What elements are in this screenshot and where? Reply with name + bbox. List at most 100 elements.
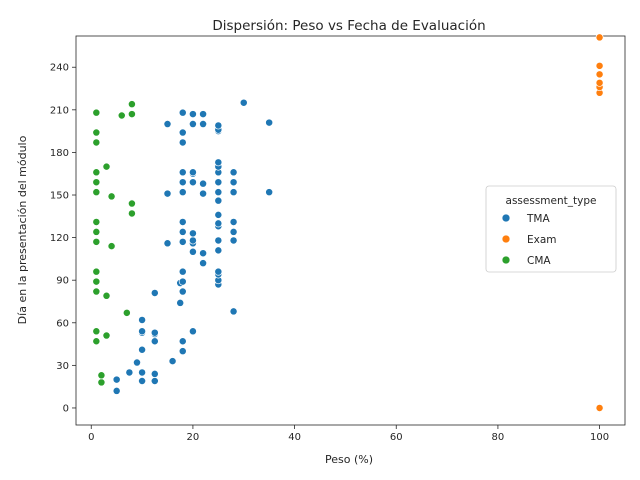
- data-point-tma: [178, 188, 187, 197]
- data-point-tma: [188, 327, 197, 336]
- data-point-cma: [107, 242, 116, 251]
- data-point-tma: [125, 368, 134, 377]
- data-point-cma: [92, 218, 101, 226]
- data-point-tma: [178, 227, 187, 236]
- data-point-cma: [92, 267, 101, 276]
- data-point-tma: [229, 236, 238, 245]
- data-point-tma: [112, 386, 121, 395]
- legend-marker-cma: [501, 255, 511, 265]
- data-point-tma: [178, 237, 187, 246]
- data-point-cma: [127, 110, 136, 119]
- legend-title: assessment_type: [506, 195, 597, 207]
- x-axis-label: Peso (%): [325, 453, 373, 466]
- data-point-tma: [178, 128, 187, 137]
- data-point-cma: [92, 108, 101, 117]
- data-point-tma: [150, 369, 159, 378]
- data-point-tma: [178, 168, 187, 177]
- x-tick-label: 60: [390, 432, 403, 443]
- data-point-tma: [214, 219, 223, 228]
- data-point-tma: [214, 267, 223, 276]
- data-point-tma: [150, 337, 159, 346]
- data-point-exam: [595, 33, 604, 42]
- data-point-tma: [199, 179, 208, 188]
- data-point-tma: [163, 239, 172, 248]
- data-point-tma: [188, 229, 197, 238]
- legend-box: [485, 185, 617, 273]
- data-point-tma: [199, 189, 208, 198]
- data-point-tma: [138, 377, 147, 385]
- data-point-cma: [92, 168, 101, 177]
- data-point-cma: [92, 178, 101, 187]
- x-tick-label: 20: [187, 432, 200, 443]
- data-point-tma: [178, 178, 187, 187]
- data-point-cma: [127, 209, 136, 218]
- data-point-tma: [150, 377, 159, 385]
- data-point-tma: [239, 98, 248, 107]
- data-point-tma: [229, 178, 238, 187]
- data-point-tma: [168, 357, 177, 366]
- data-point-tma: [229, 227, 238, 236]
- series-cma: [92, 100, 136, 387]
- data-point-tma: [138, 327, 147, 336]
- x-tick-label: 40: [288, 432, 301, 443]
- data-point-tma: [178, 108, 187, 117]
- data-point-cma: [92, 227, 101, 236]
- series-tma: [112, 98, 274, 395]
- x-axis: 0 20 40 60 80 100: [88, 425, 609, 443]
- data-point-tma: [163, 189, 172, 198]
- y-axis: 0 30 60 90 120 150 180 210 240: [50, 63, 76, 414]
- data-point-cma: [102, 291, 111, 300]
- y-tick-label: 60: [56, 318, 69, 329]
- data-point-tma: [188, 247, 197, 256]
- data-point-tma: [199, 110, 208, 119]
- chart-title: Dispersión: Peso vs Fecha de Evaluación: [212, 18, 485, 34]
- data-point-tma: [188, 168, 197, 177]
- data-point-tma: [138, 368, 147, 377]
- data-point-tma: [176, 298, 185, 307]
- data-point-cma: [127, 100, 136, 109]
- data-point-tma: [214, 236, 223, 245]
- data-point-tma: [214, 158, 223, 167]
- data-point-tma: [188, 178, 197, 187]
- data-point-tma: [229, 168, 238, 177]
- data-point-tma: [178, 277, 187, 286]
- data-point-tma: [163, 120, 172, 128]
- data-point-cma: [97, 371, 106, 380]
- data-point-tma: [138, 345, 147, 354]
- legend-marker-exam: [501, 234, 511, 244]
- data-point-cma: [92, 287, 101, 296]
- data-point-tma: [199, 120, 208, 128]
- data-point-tma: [214, 188, 223, 197]
- data-point-tma: [214, 121, 223, 130]
- legend: assessment_type TMA Exam CMA: [485, 185, 617, 273]
- data-point-tma: [150, 289, 159, 297]
- y-axis-label: Día en la presentación del módulo: [16, 135, 29, 324]
- data-point-tma: [214, 178, 223, 187]
- data-point-tma: [150, 328, 159, 337]
- y-tick-label: 240: [50, 63, 69, 74]
- y-tick-label: 150: [50, 191, 69, 202]
- data-point-cma: [102, 162, 111, 171]
- data-point-cma: [127, 199, 136, 208]
- y-tick-label: 180: [50, 148, 69, 159]
- legend-label-tma: TMA: [526, 213, 550, 225]
- y-tick-label: 30: [56, 361, 69, 372]
- data-point-tma: [178, 267, 187, 276]
- data-point-tma: [112, 375, 121, 384]
- x-tick-label: 100: [590, 432, 609, 443]
- data-point-tma: [214, 196, 223, 205]
- data-point-tma: [178, 138, 187, 147]
- data-point-tma: [265, 188, 274, 197]
- data-point-tma: [229, 188, 238, 197]
- data-point-cma: [102, 331, 111, 340]
- data-point-tma: [265, 118, 274, 127]
- series-exam: [595, 33, 604, 412]
- data-point-tma: [133, 358, 141, 367]
- plot-area: [75, 35, 626, 426]
- data-point-tma: [229, 218, 238, 226]
- data-point-tma: [214, 246, 223, 255]
- y-tick-label: 120: [50, 233, 69, 244]
- data-point-tma: [178, 337, 187, 346]
- data-point-tma: [199, 259, 208, 268]
